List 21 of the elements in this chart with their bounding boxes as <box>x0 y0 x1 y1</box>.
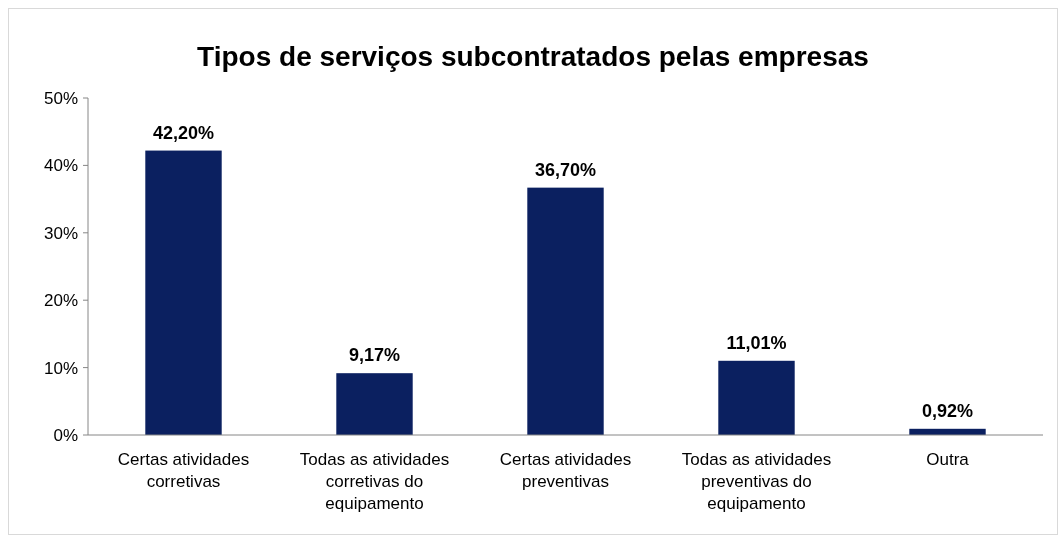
bar <box>336 373 413 435</box>
y-tick-label: 10% <box>43 358 78 378</box>
y-tick-label: 30% <box>43 223 78 243</box>
data-label: 42,20% <box>152 122 215 143</box>
bar <box>718 360 795 435</box>
bar <box>527 187 604 435</box>
x-tick-label: Certas atividades corretivas <box>117 450 250 491</box>
y-tick-label: 50% <box>43 88 78 108</box>
data-label: 36,70% <box>534 159 597 180</box>
chart-title: Tipos de serviços subcontratados pelas empresas <box>197 41 869 72</box>
x-tick-label: Todas as atividades preventivas do equipamento <box>681 450 832 513</box>
data-label: 0,92% <box>921 400 974 421</box>
bar <box>145 150 222 435</box>
x-tick-label: Outra <box>926 450 970 469</box>
x-tick-label: Todas as atividades corretivas do equipamento <box>299 450 450 513</box>
y-tick-label: 0% <box>53 425 78 445</box>
data-label: 9,17% <box>348 345 401 366</box>
x-tick-label: Certas atividades preventivas <box>499 450 632 491</box>
y-tick-label: 20% <box>43 291 78 311</box>
y-tick-label: 40% <box>43 156 78 176</box>
data-label: 11,01% <box>726 332 787 353</box>
